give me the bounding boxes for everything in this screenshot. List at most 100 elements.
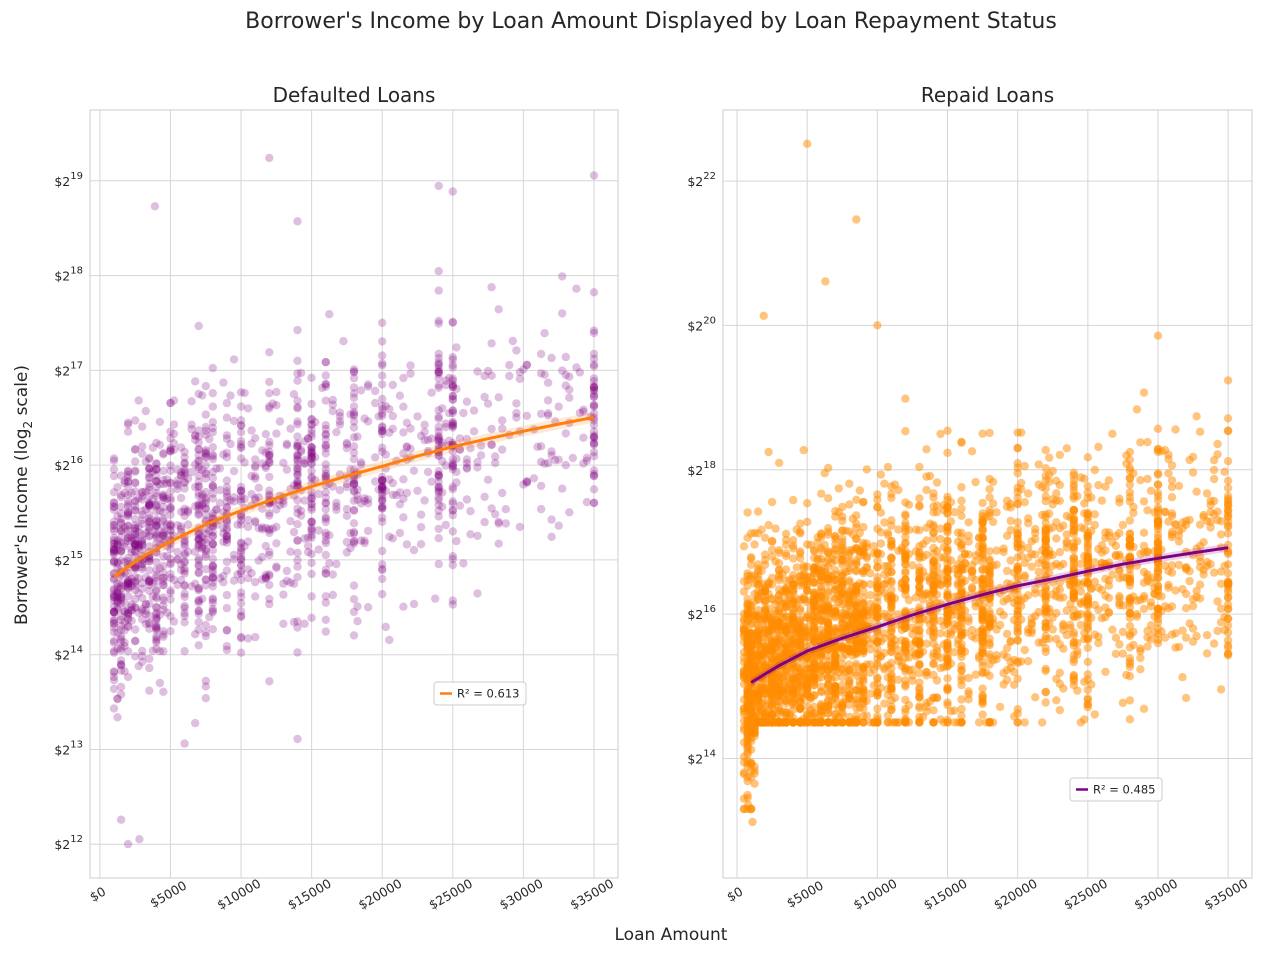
data-point (406, 444, 415, 453)
data-point (1223, 651, 1233, 660)
data-point (434, 364, 443, 374)
data-point (187, 397, 196, 406)
data-point (201, 504, 210, 513)
data-point (349, 496, 359, 505)
y-axis-label-subscript: 2 (21, 421, 35, 429)
data-point (887, 521, 896, 530)
data-point (1013, 636, 1022, 645)
data-point (547, 447, 556, 456)
data-point (349, 480, 359, 489)
data-point (194, 492, 203, 501)
data-point (127, 574, 136, 584)
data-point (589, 431, 599, 440)
data-point (589, 498, 599, 507)
data-point (363, 382, 373, 391)
data-point (1090, 465, 1100, 475)
data-point (1122, 459, 1131, 468)
data-point (767, 710, 777, 719)
data-point (300, 437, 309, 446)
data-point (145, 469, 154, 478)
data-point (152, 644, 161, 654)
data-point (448, 482, 457, 492)
data-point (360, 414, 369, 423)
data-point (131, 487, 140, 496)
data-point (750, 597, 759, 606)
data-point (901, 427, 910, 436)
data-point (378, 485, 387, 494)
data-point (335, 420, 345, 429)
data-point (191, 435, 200, 444)
data-point (1097, 585, 1107, 595)
data-point (272, 429, 281, 438)
data-point (1164, 580, 1173, 590)
data-point (247, 426, 256, 435)
data-point (378, 411, 387, 420)
data-point (321, 539, 330, 548)
data-point (1153, 424, 1163, 433)
data-point (265, 377, 274, 387)
data-point (166, 612, 175, 621)
data-point (957, 554, 966, 563)
data-point (222, 448, 232, 458)
data-point (441, 520, 450, 530)
data-point (293, 441, 302, 451)
data-point (978, 699, 987, 709)
data-point (1083, 625, 1093, 634)
data-point (201, 468, 210, 477)
data-point (321, 569, 330, 578)
y-axis-label-prefix: Borrower's Income (log (12, 428, 32, 625)
data-point (349, 537, 359, 546)
data-point (321, 449, 330, 458)
data-point (120, 607, 129, 617)
data-point (1192, 412, 1201, 421)
data-point (194, 389, 203, 399)
data-point (434, 360, 443, 369)
data-point (208, 389, 217, 398)
data-point (243, 573, 253, 583)
data-point (360, 496, 369, 506)
data-point (131, 535, 140, 545)
data-point (957, 695, 966, 704)
data-point (1020, 645, 1029, 655)
data-point (342, 504, 352, 514)
data-point (1125, 516, 1135, 525)
data-point (265, 153, 274, 163)
data-point (261, 463, 270, 473)
data-point (498, 445, 507, 454)
data-point (208, 578, 217, 587)
data-point (166, 588, 175, 597)
data-point (378, 361, 387, 370)
data-point (1006, 516, 1015, 526)
data-point (265, 447, 274, 456)
data-point (166, 560, 175, 569)
data-point (999, 680, 1008, 689)
data-point (767, 537, 777, 546)
data-point (321, 435, 330, 444)
data-point (536, 504, 546, 514)
data-point (169, 396, 179, 405)
data-point (194, 606, 203, 616)
data-point (1188, 595, 1198, 604)
data-point (328, 590, 337, 600)
data-point (1185, 619, 1194, 628)
data-point (589, 439, 599, 448)
data-point (589, 434, 599, 443)
data-point (349, 455, 359, 464)
data-point (222, 642, 232, 651)
data-point (201, 452, 210, 461)
data-point (109, 619, 119, 629)
data-point (131, 497, 140, 506)
data-point (131, 416, 140, 425)
data-point (173, 484, 182, 494)
y-tick-exponent: 13 (70, 739, 83, 750)
data-point (399, 373, 408, 383)
data-point (363, 526, 373, 536)
data-point (113, 483, 122, 492)
data-point (434, 524, 443, 534)
data-point (1167, 568, 1177, 577)
y-tick-exponent: 18 (70, 266, 83, 277)
data-point (251, 463, 260, 472)
data-point (378, 351, 387, 360)
x-tick-label: $25000 (426, 876, 475, 913)
data-point (774, 458, 784, 468)
